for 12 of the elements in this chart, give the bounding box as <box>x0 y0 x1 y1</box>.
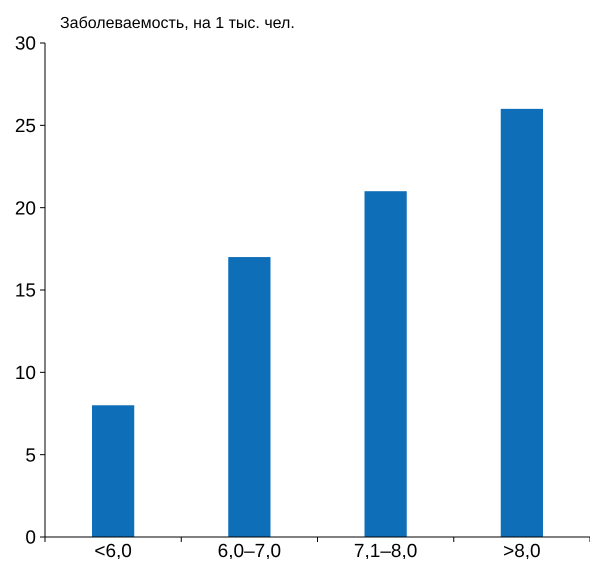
bar <box>500 108 543 537</box>
y-tick-label: 20 <box>14 198 36 220</box>
y-tick-label: 25 <box>14 116 36 137</box>
y-tick-label: 10 <box>14 362 36 384</box>
y-tick-label: 30 <box>14 34 36 55</box>
y-tick-label: 5 <box>25 445 36 466</box>
y-axis-title: Заболеваемость, на 1 тыс. чел. <box>60 15 295 32</box>
y-tick-label: 15 <box>14 280 36 302</box>
bar <box>228 257 270 537</box>
bar <box>92 405 134 537</box>
y-tick-label: 0 <box>25 528 36 549</box>
bar <box>364 191 407 537</box>
